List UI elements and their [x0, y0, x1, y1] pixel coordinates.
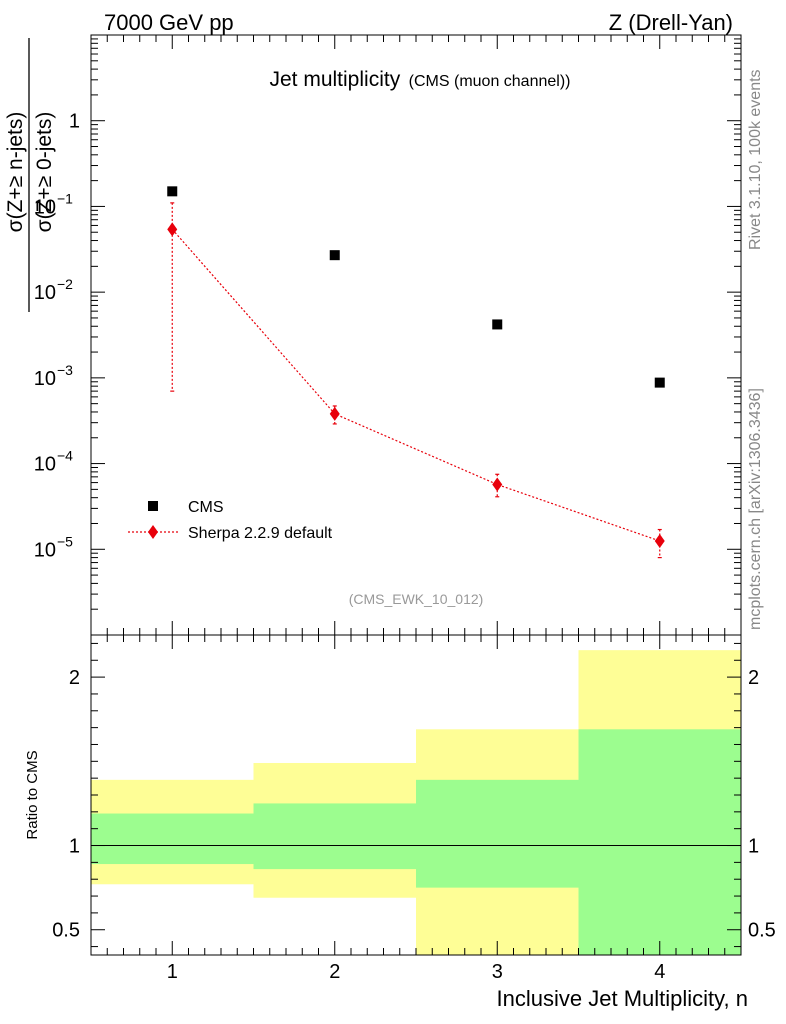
ratio-frame	[90, 634, 742, 956]
mc-point	[167, 222, 178, 237]
mc-series-line	[171, 229, 660, 542]
mc-point	[654, 533, 665, 548]
main-y-tick-label: 10	[34, 196, 56, 218]
plot-title-sub: (CMS (muon channel))	[409, 73, 571, 90]
main-y-tick-labels: 10 −510 −410 −310 −210 −11	[34, 111, 80, 562]
ratio-band-inner	[91, 813, 254, 865]
ratio-y-tick-labels: 0.5 0.5 1 1 2 2	[52, 667, 776, 942]
main-y-tick-exponent: −5	[57, 533, 73, 549]
x-tick-label: 2	[329, 961, 340, 983]
main-y-tick-exponent: −2	[57, 276, 73, 292]
data-point	[329, 250, 340, 261]
y-label-numerator: σ(Z+≥ n-jets)	[4, 112, 27, 233]
ratio-band-inner	[253, 803, 416, 870]
main-plot-panel: 10 −510 −410 −310 −210 −11 Jet multiplicity (…	[4, 34, 742, 636]
ratio-bands	[91, 650, 741, 955]
header-energy-label: 7000 GeV pp	[104, 10, 234, 35]
main-y-tick-exponent: −1	[57, 190, 73, 206]
main-frame	[90, 34, 742, 636]
main-y-axis-label: σ(Z+≥ n-jets) σ(Z+≥ 0-jets)	[4, 38, 56, 312]
main-y-tick-label: 10	[34, 454, 56, 476]
data-points	[167, 186, 665, 388]
main-y-tick-label: 1	[69, 111, 80, 133]
main-y-tick-exponent: −4	[57, 448, 73, 464]
plot-title: Jet multiplicity (CMS (muon channel))	[270, 68, 571, 91]
x-tick-labels: 1 2 3 4	[167, 961, 666, 983]
main-y-tick-label: 10	[34, 539, 56, 561]
mc-error-bars	[170, 202, 662, 559]
x-axis-label: Inclusive Jet Multiplicity, n	[497, 986, 748, 1011]
ratio-y-tick-label-right: 1	[748, 836, 759, 858]
mc-point	[329, 406, 340, 421]
legend-label-mc: Sherpa 2.2.9 default	[188, 525, 333, 542]
ratio-band-inner	[416, 779, 579, 888]
header-process-label: Z (Drell-Yan)	[609, 10, 733, 35]
x-tick-label: 3	[492, 961, 503, 983]
mc-point	[492, 477, 503, 492]
x-tick-label: 1	[167, 961, 178, 983]
analysis-tag: (CMS_EWK_10_012)	[349, 591, 484, 607]
mcplots-label: mcplots.cern.ch [arXiv:1306.3436]	[747, 388, 764, 630]
legend: CMS Sherpa 2.2.9 default	[128, 499, 333, 542]
ratio-band-inner	[578, 729, 741, 955]
data-point	[492, 319, 503, 330]
main-axis-ticks	[90, 35, 742, 636]
x-tick-label: 4	[654, 961, 665, 983]
ratio-y-axis-label: Ratio to CMS	[24, 750, 41, 839]
ratio-y-tick-label-right: 2	[748, 667, 759, 689]
main-y-tick-label: 10	[34, 368, 56, 390]
y-label-denominator: σ(Z+≥ 0-jets)	[33, 112, 56, 233]
legend-marker-data	[148, 501, 158, 511]
ratio-plot-panel: 0.5 0.5 1 1 2 2 1 2 3 4 Ratio to CMS Inclusive J…	[24, 634, 776, 1011]
plot-title-main: Jet multiplicity	[270, 68, 401, 91]
legend-label-data: CMS	[188, 499, 224, 516]
ratio-y-tick-label-left: 0.5	[52, 920, 80, 942]
data-point	[654, 377, 665, 388]
data-point	[167, 186, 178, 197]
ratio-y-tick-label-right: 0.5	[748, 920, 776, 942]
ratio-y-tick-label-left: 2	[69, 667, 80, 689]
main-y-tick-exponent: −3	[57, 362, 73, 378]
ratio-axis-ticks	[90, 635, 742, 955]
rivet-version-label: Rivet 3.1.10, 100k events	[747, 69, 764, 250]
legend-marker-mc	[148, 525, 158, 539]
main-y-tick-label: 10	[34, 282, 56, 304]
ratio-y-tick-label-left: 1	[69, 836, 80, 858]
mc-points	[167, 222, 665, 548]
